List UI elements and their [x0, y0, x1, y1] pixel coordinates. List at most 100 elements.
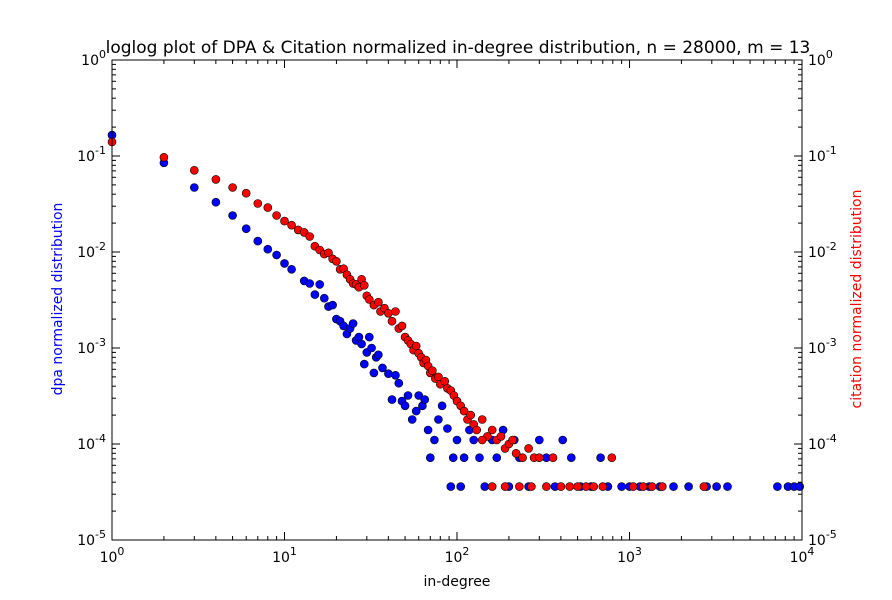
- dpa-point: [359, 359, 369, 369]
- dpa-point: [459, 453, 469, 463]
- data-points: [107, 130, 805, 491]
- citation-point: [228, 183, 237, 192]
- citation-point: [647, 482, 657, 491]
- dpa-point: [423, 425, 433, 435]
- citation-point: [556, 482, 566, 491]
- x-tick-label: 101: [272, 545, 297, 566]
- citation-point: [598, 482, 608, 491]
- dpa-point: [492, 453, 502, 463]
- dpa-point: [534, 435, 544, 445]
- dpa-point: [475, 453, 484, 463]
- dpa-point: [596, 453, 605, 463]
- y-tick-label-right: 100: [808, 48, 833, 69]
- dpa-point: [684, 482, 693, 491]
- y-tick-label-left: 100: [81, 48, 106, 69]
- x-axis-label: in-degree: [424, 574, 491, 590]
- dpa-point: [319, 293, 329, 303]
- dpa-point: [437, 401, 447, 411]
- dpa-point: [315, 280, 325, 289]
- dpa-point: [391, 370, 400, 380]
- citation-point: [384, 308, 393, 318]
- dpa-point: [357, 339, 366, 349]
- dpa-point: [452, 435, 462, 445]
- citation-point: [638, 482, 648, 491]
- citation-point: [272, 211, 281, 220]
- citation-point: [542, 482, 551, 491]
- citation-point: [487, 482, 497, 491]
- dpa-point: [328, 300, 337, 310]
- dpa-point: [400, 401, 410, 411]
- x-tick-label: 104: [790, 545, 815, 566]
- citation-point: [699, 482, 709, 491]
- dpa-point: [480, 482, 490, 491]
- citation-point: [515, 482, 524, 491]
- citation-point: [477, 435, 487, 445]
- citation-point: [508, 435, 517, 445]
- citation-point: [496, 432, 506, 441]
- citation-point: [374, 297, 383, 307]
- citation-point: [391, 307, 400, 316]
- citation-point: [511, 448, 521, 458]
- citation-point: [565, 482, 575, 491]
- citation-point: [263, 203, 273, 212]
- dpa-point: [566, 453, 576, 463]
- dpa-point: [190, 183, 199, 192]
- dpa-point: [712, 482, 721, 491]
- y-tick-label-left: 10-1: [77, 144, 106, 165]
- dpa-point: [420, 395, 430, 404]
- citation-point: [364, 295, 374, 304]
- dpa-point: [384, 369, 393, 379]
- citation-point: [159, 153, 169, 162]
- citation-point: [459, 406, 469, 416]
- dpa-point: [773, 482, 782, 491]
- dpa-point: [617, 482, 626, 491]
- y-tick-label-left: 10-4: [77, 432, 106, 453]
- dpa-point: [434, 415, 443, 424]
- y-tick-label-left: 10-2: [77, 240, 106, 261]
- y-axis-label-left: dpa normalized distribution: [50, 203, 66, 396]
- citation-point: [527, 482, 536, 491]
- x-tick-label: 103: [617, 545, 642, 566]
- citation-point: [581, 482, 591, 491]
- dpa-point: [669, 482, 678, 491]
- dpa-point: [448, 453, 458, 463]
- citation-point: [387, 316, 397, 326]
- dpa-point: [310, 290, 320, 299]
- dpa-point: [394, 378, 404, 388]
- citation-point: [472, 425, 482, 435]
- dpa-point: [280, 259, 289, 268]
- citation-point: [190, 166, 199, 175]
- dpa-point: [446, 482, 456, 491]
- citation-point: [628, 482, 638, 491]
- citation-point: [518, 453, 527, 463]
- x-tick-label: 100: [100, 545, 125, 566]
- citation-point: [397, 321, 407, 331]
- dpa-point: [241, 224, 251, 233]
- dpa-point: [414, 391, 424, 400]
- dpa-point: [723, 482, 732, 491]
- citation-point: [573, 482, 582, 491]
- y-axis-label-right: citation normalized distribution: [849, 190, 865, 409]
- citation-point: [280, 216, 289, 226]
- y-tick-label-right: 10-4: [808, 432, 837, 453]
- chart-title: loglog plot of DPA & Citation normalized…: [106, 38, 811, 58]
- dpa-point: [407, 415, 417, 424]
- citation-point: [534, 453, 544, 463]
- citation-point: [359, 280, 369, 290]
- dpa-point: [443, 424, 452, 433]
- dpa-point: [469, 435, 479, 445]
- y-tick-label-right: 10-2: [808, 240, 837, 261]
- citation-point: [411, 341, 421, 351]
- citation-point: [466, 410, 476, 420]
- citation-point: [428, 366, 437, 376]
- citation-point: [253, 199, 263, 208]
- dpa-point: [558, 435, 568, 445]
- y-tick-label-right: 10-3: [808, 336, 837, 357]
- dpa-point: [367, 343, 376, 353]
- citation-point: [657, 482, 667, 491]
- dpa-point: [374, 350, 383, 360]
- citation-point: [287, 220, 296, 230]
